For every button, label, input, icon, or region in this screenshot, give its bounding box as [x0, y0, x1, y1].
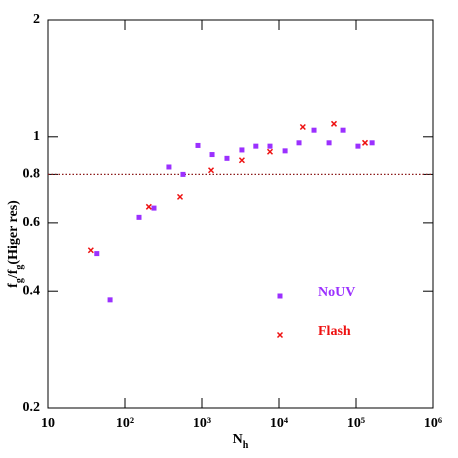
y-axis-label-part: /f — [6, 269, 21, 279]
point — [166, 164, 172, 170]
x-tick-label: 10⁴ — [270, 416, 289, 431]
point — [224, 155, 230, 161]
point — [282, 148, 288, 154]
x-tick-label: 10² — [116, 416, 134, 431]
point — [207, 167, 215, 174]
legend-label: NoUV — [318, 285, 355, 300]
point — [355, 143, 361, 149]
point — [266, 148, 274, 155]
point — [311, 127, 317, 133]
x-tick-label: 10 — [41, 416, 55, 431]
x-axis-label-part: h — [243, 440, 249, 451]
x-tick-label: 10⁵ — [347, 416, 365, 431]
x-axis-label-part: N — [233, 432, 243, 447]
point — [361, 139, 369, 146]
point — [253, 143, 259, 149]
point — [340, 127, 346, 133]
point — [239, 147, 245, 153]
point — [238, 157, 245, 164]
point — [107, 297, 113, 303]
y-tick-label: 0.4 — [23, 283, 41, 298]
point — [299, 123, 306, 131]
point — [94, 251, 100, 257]
y-axis-label-part: g — [14, 265, 25, 270]
point — [145, 203, 152, 210]
point — [267, 143, 273, 149]
y-tick-label: 0.6 — [23, 215, 41, 230]
x-tick-label: 10⁶ — [424, 416, 442, 431]
point — [151, 205, 157, 211]
point — [87, 247, 94, 254]
legend-marker — [276, 331, 284, 339]
point — [136, 214, 142, 220]
point — [176, 193, 184, 200]
point — [296, 140, 302, 146]
x-tick-label: 10³ — [193, 416, 211, 431]
point — [209, 152, 215, 158]
y-axis-label-part: f — [6, 283, 21, 288]
point — [326, 140, 332, 146]
legend-label: Flash — [318, 324, 351, 339]
x-axis-label: Nh — [233, 432, 249, 451]
legend-marker — [277, 293, 283, 299]
point — [180, 171, 186, 177]
y-axis-label: fg/fg(Higer res) — [6, 200, 25, 288]
y-tick-label: 1 — [33, 129, 40, 144]
y-tick-label: 2 — [33, 12, 40, 27]
point — [195, 142, 201, 148]
plot-frame — [47, 19, 434, 409]
y-tick-label: 0.8 — [23, 167, 41, 182]
point — [330, 120, 338, 127]
y-axis-label-part: g — [14, 278, 25, 283]
y-tick-label: 0.2 — [23, 400, 41, 415]
point — [369, 140, 375, 146]
y-axis-label-part: (Higer res) — [6, 200, 21, 265]
